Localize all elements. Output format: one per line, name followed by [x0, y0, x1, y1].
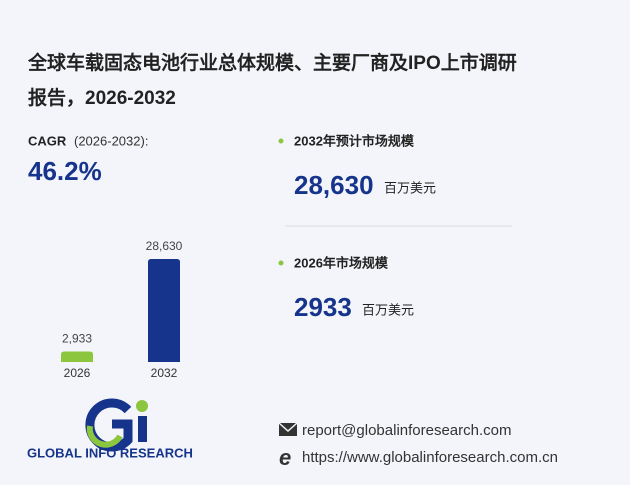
logo-text: GLOBAL INFO RESEARCH [27, 445, 193, 460]
title-line: 报告，2026-2032 [28, 86, 176, 109]
cagr-value: 46.2% [28, 156, 102, 186]
bullet [278, 260, 284, 266]
bar [148, 259, 180, 362]
cagr-label: CAGR [28, 133, 67, 148]
stat-unit: 百万美元 [362, 302, 414, 317]
stat-unit: 百万美元 [384, 180, 436, 195]
email: report@globalinforesearch.com [302, 422, 512, 439]
x-tick-label: 2032 [151, 366, 178, 380]
bar [61, 351, 93, 362]
web-icon: e [279, 445, 291, 470]
stat-label: 2026年市场规模 [294, 255, 389, 270]
value-label: 2,933 [62, 332, 92, 346]
cagr-period: (2026-2032): [74, 133, 148, 148]
value-label: 28,630 [146, 239, 183, 253]
url: https://www.globalinforesearch.com.cn [302, 449, 558, 466]
stat-value: 28,630 [294, 170, 374, 200]
logo-i [138, 416, 147, 442]
email-icon [278, 422, 298, 436]
logo [85, 398, 148, 452]
logo-swoosh [86, 425, 123, 448]
bullet [278, 138, 284, 144]
stat-value: 2933 [294, 292, 352, 322]
x-tick-label: 2026 [64, 366, 91, 380]
title-line: 全球车载固态电池行业总体规模、主要厂商及IPO上市调研 [27, 51, 517, 74]
stat-label: 2032年预计市场规模 [294, 133, 415, 148]
logo-dot [136, 400, 148, 412]
